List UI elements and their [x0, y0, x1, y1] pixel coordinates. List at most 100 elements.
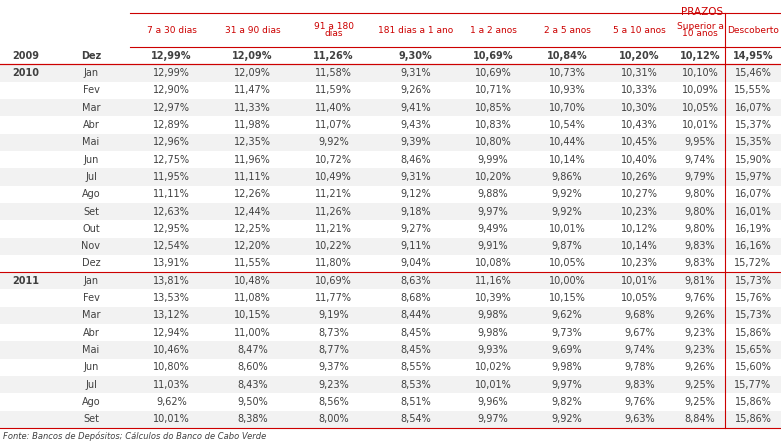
- Text: 9,76%: 9,76%: [624, 397, 655, 407]
- Text: 10,43%: 10,43%: [621, 120, 658, 130]
- Text: 12,97%: 12,97%: [153, 103, 190, 113]
- Text: 12,90%: 12,90%: [153, 85, 190, 95]
- Text: 16,16%: 16,16%: [735, 241, 772, 251]
- Text: 15,55%: 15,55%: [734, 85, 772, 95]
- Text: 9,23%: 9,23%: [685, 345, 715, 355]
- Text: 8,68%: 8,68%: [400, 293, 431, 303]
- Text: 2011: 2011: [12, 276, 40, 286]
- Text: 9,97%: 9,97%: [478, 206, 508, 217]
- Text: 9,68%: 9,68%: [624, 311, 654, 320]
- Text: 10,12%: 10,12%: [621, 224, 658, 234]
- Text: 8,84%: 8,84%: [685, 414, 715, 424]
- Text: 9,83%: 9,83%: [685, 241, 715, 251]
- Text: 15,77%: 15,77%: [734, 380, 772, 390]
- Text: 13,81%: 13,81%: [153, 276, 190, 286]
- Text: 10,01%: 10,01%: [621, 276, 658, 286]
- Text: Out: Out: [82, 224, 100, 234]
- Text: 9,26%: 9,26%: [685, 362, 715, 373]
- Text: 2009: 2009: [12, 51, 40, 61]
- Bar: [0, 82, 781, 99]
- Text: 9,92%: 9,92%: [551, 189, 583, 199]
- Bar: [0, 64, 781, 82]
- Text: 15,76%: 15,76%: [734, 293, 772, 303]
- Text: 9,30%: 9,30%: [398, 51, 433, 61]
- Text: 9,83%: 9,83%: [685, 258, 715, 268]
- Text: 12,25%: 12,25%: [234, 224, 271, 234]
- Bar: [0, 220, 781, 237]
- Text: 10,45%: 10,45%: [621, 137, 658, 147]
- Text: 8,60%: 8,60%: [237, 362, 268, 373]
- Bar: [0, 411, 781, 428]
- Text: 9,79%: 9,79%: [685, 172, 715, 182]
- Text: 10,05%: 10,05%: [682, 103, 719, 113]
- Text: 9,92%: 9,92%: [551, 414, 583, 424]
- Bar: [0, 134, 781, 151]
- Text: 15,90%: 15,90%: [735, 155, 772, 164]
- Text: Ago: Ago: [82, 397, 100, 407]
- Text: 9,31%: 9,31%: [400, 172, 431, 182]
- Text: 10,44%: 10,44%: [548, 137, 586, 147]
- Text: 10,10%: 10,10%: [682, 68, 719, 78]
- Text: 9,37%: 9,37%: [318, 362, 349, 373]
- Text: 8,53%: 8,53%: [400, 380, 431, 390]
- Text: Set: Set: [83, 414, 99, 424]
- Text: 15,86%: 15,86%: [735, 397, 772, 407]
- Text: Dez: Dez: [82, 258, 100, 268]
- Text: 12,20%: 12,20%: [234, 241, 271, 251]
- Text: 14,95%: 14,95%: [733, 51, 773, 61]
- Text: 9,96%: 9,96%: [478, 397, 508, 407]
- Text: 9,31%: 9,31%: [400, 68, 431, 78]
- Text: 12,99%: 12,99%: [152, 51, 192, 61]
- Text: 9,78%: 9,78%: [624, 362, 655, 373]
- Text: Jun: Jun: [84, 362, 98, 373]
- Text: 11,47%: 11,47%: [234, 85, 271, 95]
- Bar: [0, 324, 781, 342]
- Text: 10,15%: 10,15%: [548, 293, 586, 303]
- Text: Superior a: Superior a: [676, 22, 723, 31]
- Bar: [0, 168, 781, 186]
- Text: 9,62%: 9,62%: [156, 397, 187, 407]
- Text: Mai: Mai: [82, 345, 100, 355]
- Text: 9,98%: 9,98%: [478, 311, 508, 320]
- Text: 10,08%: 10,08%: [475, 258, 512, 268]
- Text: 10,20%: 10,20%: [475, 172, 512, 182]
- Text: Jan: Jan: [84, 276, 98, 286]
- Text: 8,55%: 8,55%: [400, 362, 431, 373]
- Text: Ago: Ago: [82, 189, 100, 199]
- Text: Abr: Abr: [83, 328, 99, 338]
- Text: 10,23%: 10,23%: [621, 258, 658, 268]
- Text: 15,73%: 15,73%: [734, 276, 772, 286]
- Text: 13,91%: 13,91%: [153, 258, 190, 268]
- Text: 9,87%: 9,87%: [551, 241, 583, 251]
- Text: 10,84%: 10,84%: [547, 51, 587, 61]
- Text: 11,55%: 11,55%: [234, 258, 271, 268]
- Text: 12,26%: 12,26%: [234, 189, 271, 199]
- Text: 10,39%: 10,39%: [475, 293, 512, 303]
- Text: Fonte: Bancos de Depósitos; Cálculos do Banco de Cabo Verde: Fonte: Bancos de Depósitos; Cálculos do …: [3, 432, 266, 442]
- Bar: [0, 307, 781, 324]
- Text: 12,44%: 12,44%: [234, 206, 271, 217]
- Bar: [0, 186, 781, 203]
- Text: 8,45%: 8,45%: [400, 345, 431, 355]
- Text: 8,73%: 8,73%: [318, 328, 349, 338]
- Text: Jun: Jun: [84, 155, 98, 164]
- Text: 10,01%: 10,01%: [548, 224, 586, 234]
- Text: 10,73%: 10,73%: [548, 68, 586, 78]
- Bar: [0, 289, 781, 307]
- Text: 15,72%: 15,72%: [734, 258, 772, 268]
- Text: 9,97%: 9,97%: [551, 380, 583, 390]
- Text: 8,43%: 8,43%: [237, 380, 268, 390]
- Text: 10,31%: 10,31%: [621, 68, 658, 78]
- Text: 9,26%: 9,26%: [685, 311, 715, 320]
- Text: 10,69%: 10,69%: [473, 51, 513, 61]
- Text: 10,20%: 10,20%: [619, 51, 660, 61]
- Text: 5 a 10 anos: 5 a 10 anos: [613, 26, 666, 35]
- Text: 8,47%: 8,47%: [237, 345, 268, 355]
- Text: 16,07%: 16,07%: [735, 189, 772, 199]
- Text: 10 anos: 10 anos: [682, 29, 718, 38]
- Text: Dez: Dez: [81, 51, 101, 61]
- Bar: [0, 342, 781, 359]
- Text: 8,56%: 8,56%: [318, 397, 349, 407]
- Text: 11,07%: 11,07%: [315, 120, 352, 130]
- Text: 9,67%: 9,67%: [624, 328, 655, 338]
